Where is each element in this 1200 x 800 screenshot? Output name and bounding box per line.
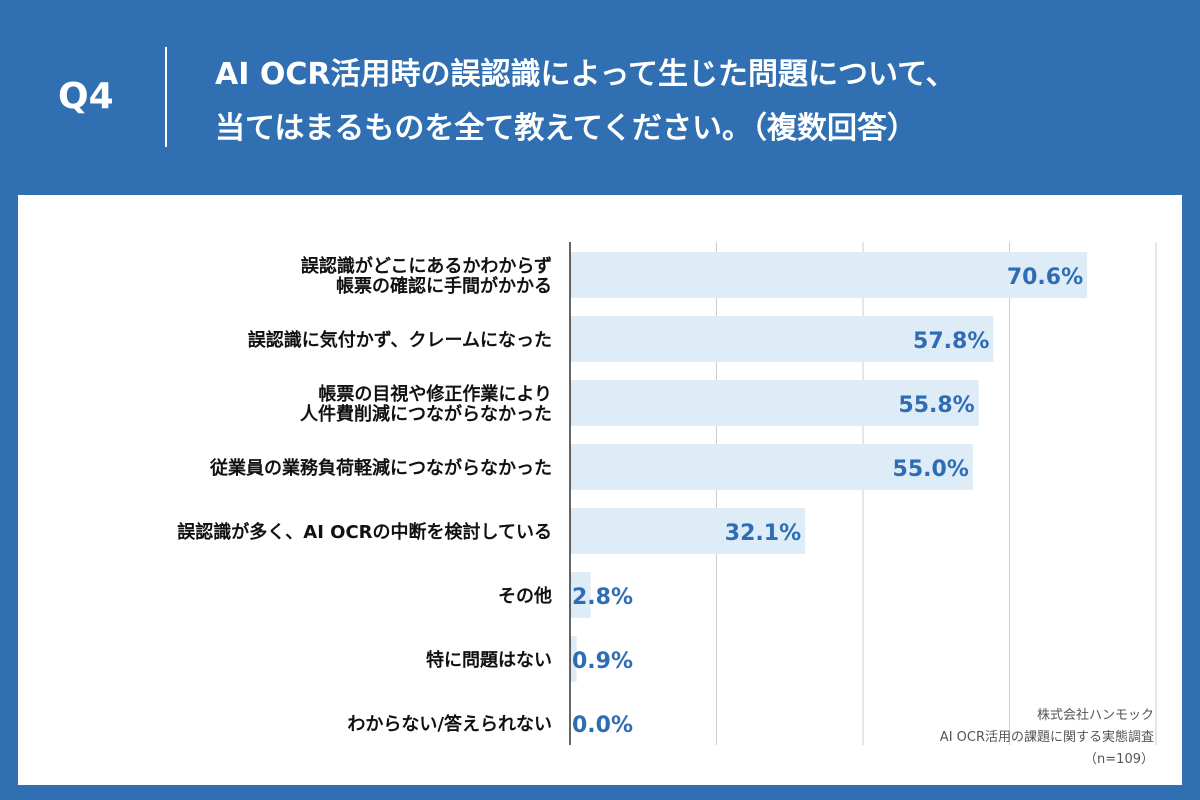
source-sample-size: （n=109） — [1084, 752, 1154, 767]
category-label: 誤認識がどこにあるかわからず — [301, 255, 552, 277]
bar — [570, 508, 806, 554]
source-survey: AI OCR活用の課題に関する実態調査 — [939, 730, 1154, 745]
value-label: 70.6% — [1007, 265, 1083, 290]
question-number: Q4 — [58, 76, 114, 117]
category-label: 人件費削減につながらなかった — [300, 403, 552, 425]
value-label: 32.1% — [725, 521, 801, 546]
category-label: 特に問題はない — [426, 649, 552, 671]
category-label: 帳票の確認に手間がかかる — [336, 275, 552, 297]
bar — [570, 252, 1088, 298]
source-note: 株式会社ハンモック AI OCR活用の課題に関する実態調査 （n=109） — [940, 705, 1154, 771]
value-label: 0.0% — [572, 713, 633, 738]
category-label: 誤認識に気付かず、クレームになった — [248, 329, 552, 351]
bar — [570, 572, 591, 618]
question-header: Q4 AI OCR活用時の誤認識によって生じた問題について、 当てはまるものを全… — [0, 0, 1200, 190]
value-label: 0.9% — [572, 649, 633, 674]
category-label: わからない/答えられない — [347, 713, 552, 735]
category-label: その他 — [498, 585, 552, 607]
category-label: 誤認識が多く、AI OCRの中断を検討している — [177, 521, 552, 543]
source-company: 株式会社ハンモック — [1036, 708, 1154, 723]
bar — [570, 316, 994, 362]
value-label: 2.8% — [572, 585, 633, 610]
question-title-line-1: AI OCR活用時の誤認識によって生じた問題について、 — [215, 57, 956, 92]
category-label: 帳票の目視や修正作業により — [318, 383, 552, 405]
bar — [570, 636, 577, 682]
value-label: 55.8% — [898, 393, 974, 418]
bar — [570, 380, 979, 426]
value-label: 55.0% — [893, 457, 969, 482]
chart-panel: 70.6% 誤認識がどこにあるかわからず 帳票の確認に手間がかかる 57.8% 誤認識に… — [18, 195, 1182, 785]
value-label: 57.8% — [913, 329, 989, 354]
bar — [570, 444, 973, 490]
question-title-line-2: 当てはまるものを全て教えてください。（複数回答） — [215, 111, 917, 146]
category-label: 従業員の業務負荷軽減につながらなかった — [209, 457, 552, 479]
header-divider — [165, 47, 167, 147]
question-title: AI OCR活用時の誤認識によって生じた問題について、 当てはまるものを全て教え… — [215, 48, 1175, 156]
